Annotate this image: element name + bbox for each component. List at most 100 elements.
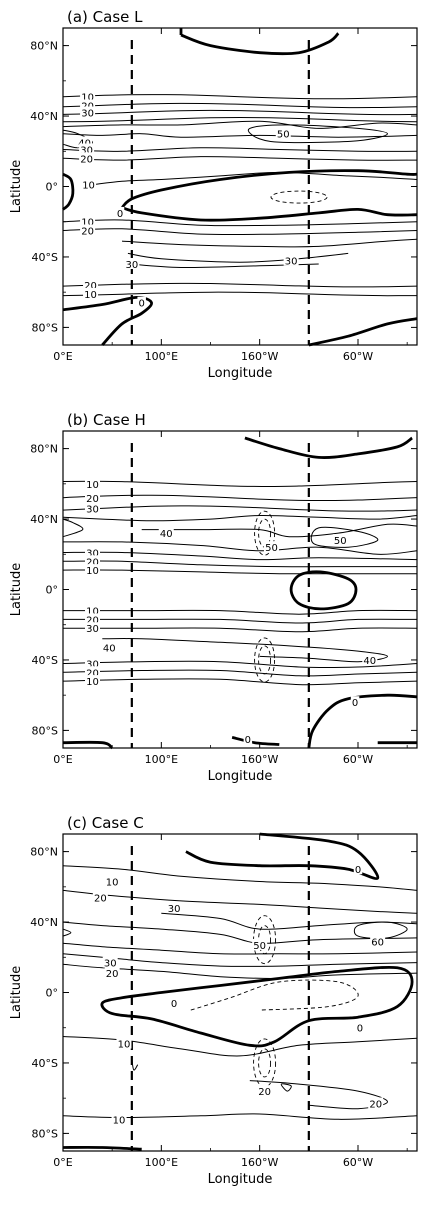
- contour-line: [121, 238, 418, 248]
- contour-label-bg: [362, 653, 378, 665]
- panel-c: 80°N 40°N 0° 40°S 80°S 0°E 100°E 160°W 60°W Longi…: [9, 814, 418, 1187]
- contour-line: [62, 133, 418, 138]
- contour-label: 10: [106, 878, 119, 889]
- contour-label: 30: [86, 659, 99, 670]
- contour-line: [62, 865, 418, 891]
- contour-label: 0: [355, 865, 361, 876]
- contour-line: [62, 147, 418, 152]
- x-axis-label: Longitude: [208, 1172, 273, 1187]
- contour-line: [62, 102, 418, 109]
- contour-label: 30: [168, 904, 181, 915]
- contour-line: [62, 514, 418, 522]
- contour-label-bg: [85, 564, 100, 576]
- x-tick-label: 60°W: [343, 753, 373, 766]
- contour-label: 50: [265, 543, 278, 554]
- contour-label-bg: [124, 257, 140, 269]
- zero-contour: [62, 1145, 142, 1151]
- contour-label: 10: [86, 607, 99, 618]
- y-axis-label: Latitude: [9, 563, 24, 617]
- contour-label-bg: [116, 1037, 132, 1049]
- contour-line: [247, 124, 389, 144]
- contour-label: 0: [245, 735, 251, 746]
- contour-label: 0: [357, 1024, 363, 1035]
- contour-label: 20: [80, 154, 93, 165]
- contour-line: [62, 928, 72, 937]
- contour-line: [62, 505, 418, 512]
- contour-line: [62, 963, 418, 979]
- contour-label-bg: [80, 224, 96, 236]
- x-tick-label: 160°W: [241, 1156, 278, 1169]
- contour-label-bg: [81, 178, 97, 190]
- contour-label-bg: [243, 733, 253, 745]
- x-tick-label: 100°E: [145, 1156, 178, 1169]
- y-tick-label: 40°N: [30, 110, 58, 123]
- contour-label-bg: [104, 875, 120, 887]
- contour-line: [141, 523, 418, 538]
- panel-a: 80°N 40°N 0° 40°S 80°S 0°E 100°E 160°W 60°W Longi…: [9, 8, 418, 381]
- panel-title: (a) Case L: [67, 8, 143, 26]
- y-tick-label: 80°N: [30, 40, 58, 53]
- contour-label-bg: [85, 657, 100, 669]
- contour-label: 0: [138, 299, 144, 310]
- contour-label: 60: [371, 937, 384, 948]
- contour-label-bg: [355, 1021, 365, 1033]
- contour-label: 40: [160, 529, 173, 540]
- contour-line: [62, 609, 418, 615]
- contour-label-bg: [275, 127, 291, 139]
- contour-label: 0: [171, 999, 177, 1010]
- zero-contour: [62, 172, 75, 211]
- contour-label-bg: [80, 106, 96, 118]
- contour-label: 20: [106, 969, 119, 980]
- x-tick-label: 160°W: [241, 350, 278, 363]
- x-axis-label: Longitude: [208, 366, 273, 381]
- zero-contour: [307, 693, 418, 749]
- contour-label-bg: [350, 696, 360, 708]
- contour-line: [62, 669, 418, 677]
- contour-line: [62, 156, 418, 161]
- contour-label-bg: [158, 527, 174, 539]
- x-tick-label: 160°W: [241, 753, 278, 766]
- y-tick-label: 0°: [46, 181, 59, 194]
- contour-label: 20: [258, 1087, 271, 1098]
- contour-label-bg: [85, 555, 100, 567]
- contour-label: 10: [81, 93, 94, 104]
- contour-line: [62, 228, 418, 235]
- contour-label-bg: [101, 641, 117, 653]
- contour-label: 10: [84, 290, 97, 301]
- contour-label: 0: [117, 209, 123, 220]
- contour-label: 50: [277, 130, 290, 141]
- contour-label: 0: [352, 698, 358, 709]
- x-tick-label: 0°E: [53, 350, 72, 363]
- contour-label-bg: [83, 287, 99, 299]
- zero-contour: [308, 317, 418, 347]
- contour-line: [310, 526, 379, 548]
- y-tick-label: 80°N: [30, 846, 58, 859]
- zero-contour: [121, 206, 418, 222]
- contour-line: [63, 618, 418, 624]
- y-tick-label: 40°S: [32, 654, 58, 667]
- contour-line: [62, 291, 418, 297]
- contour-label: 20: [369, 1099, 382, 1110]
- contour-label: 20: [81, 227, 94, 238]
- contour-label-bg: [104, 967, 120, 979]
- contour-label-bg: [137, 296, 146, 308]
- x-axis-label: Longitude: [208, 769, 273, 784]
- y-axis-label: Latitude: [9, 160, 24, 214]
- y-tick-label: 80°S: [32, 321, 58, 334]
- zero-contour: [62, 740, 114, 750]
- contour-line: [62, 889, 418, 914]
- contour-line: [62, 219, 418, 227]
- contour-label-bg: [353, 863, 363, 875]
- contour-line: [127, 252, 349, 263]
- y-tick-label: 80°S: [32, 724, 58, 737]
- x-tick-label: 60°W: [343, 1156, 373, 1169]
- contour-line: [62, 560, 417, 568]
- contour-label: 20: [94, 893, 107, 904]
- contour-label-bg: [85, 675, 100, 687]
- contour-label: 10: [86, 480, 99, 491]
- contour-line: [62, 569, 418, 575]
- contour-label-bg: [79, 143, 95, 155]
- panel-title: (c) Case C: [67, 814, 144, 832]
- zero-contour: [185, 832, 380, 880]
- contour-label: 10: [81, 218, 94, 229]
